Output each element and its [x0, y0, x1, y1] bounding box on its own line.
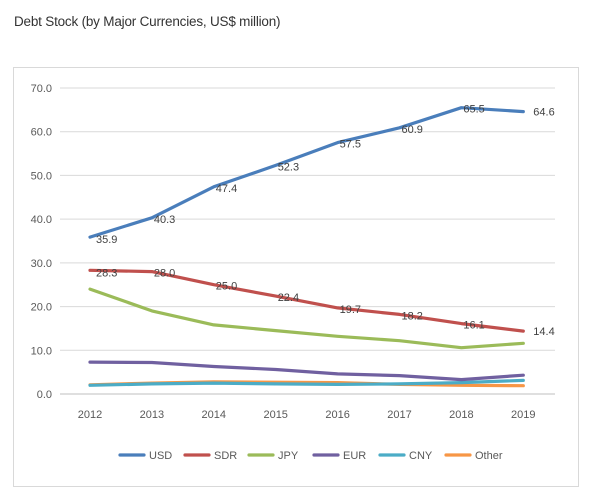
data-label-sdr-2013: 28.0: [154, 268, 175, 280]
x-tick-2012: 2012: [78, 409, 102, 421]
legend-label-other: Other: [475, 450, 503, 462]
data-label-usd-2019: 64.6: [533, 107, 554, 119]
y-tick-40-0: 40.0: [31, 214, 52, 226]
legend-label-sdr: SDR: [214, 450, 237, 462]
data-label-usd-2014: 47.4: [216, 183, 237, 195]
data-label-sdr-2014: 25.0: [216, 281, 237, 293]
x-axis-ticks: 2012 2013 2014 2015 2016 2017 2018 2019: [78, 409, 536, 421]
y-tick-60-0: 60.0: [31, 127, 52, 139]
data-label-sdr-2016: 19.7: [340, 304, 361, 316]
chart-frame: [13, 67, 579, 487]
data-label-sdr-2012: 28.3: [96, 267, 117, 279]
series-line-eur: [88, 360, 525, 382]
y-tick-30-0: 30.0: [31, 258, 52, 270]
data-label-usd-2015: 52.3: [278, 161, 299, 173]
legend-label-cny: CNY: [409, 450, 433, 462]
x-tick-2016: 2016: [325, 409, 349, 421]
data-label-sdr-2018: 16.1: [463, 320, 484, 332]
y-tick-20-0: 20.0: [31, 302, 52, 314]
data-labels: 35.9 40.3 47.4 52.3 57.5 60.9 65.5 64.6 28.3 28.0…: [96, 104, 555, 338]
legend-label-eur: EUR: [343, 450, 366, 462]
y-tick-0-0: 0.0: [37, 389, 52, 401]
data-label-usd-2018: 65.5: [463, 104, 484, 116]
chart-title: Debt Stock (by Major Currencies, US$ mil…: [14, 14, 281, 29]
data-label-sdr-2019: 14.4: [533, 326, 554, 338]
x-tick-2019: 2019: [511, 409, 535, 421]
legend: USD SDR JPY EUR CNY Other: [118, 450, 503, 462]
data-label-usd-2017: 60.9: [402, 124, 423, 136]
series-lines: [88, 106, 525, 388]
x-tick-2013: 2013: [140, 409, 164, 421]
y-tick-50-0: 50.0: [31, 170, 52, 182]
legend-label-usd: USD: [149, 450, 172, 462]
series-line-cny: [88, 378, 525, 387]
series-line-jpy: [88, 287, 525, 350]
data-label-usd-2016: 57.5: [340, 139, 361, 151]
legend-label-jpy: JPY: [278, 450, 299, 462]
y-tick-70-0: 70.0: [31, 83, 52, 95]
x-tick-2018: 2018: [449, 409, 473, 421]
data-label-sdr-2015: 22.4: [278, 292, 299, 304]
series-line-usd: [88, 106, 525, 239]
series-line-sdr: [88, 268, 525, 333]
gridlines: [60, 87, 555, 395]
x-tick-2014: 2014: [202, 409, 226, 421]
y-axis-ticks: 0.0 10.0 20.0 30.0 40.0 50.0 60.0 70.0: [31, 83, 52, 401]
x-tick-2017: 2017: [387, 409, 411, 421]
data-label-usd-2013: 40.3: [154, 214, 175, 226]
data-label-sdr-2017: 18.2: [402, 310, 423, 322]
x-tick-2015: 2015: [263, 409, 287, 421]
y-tick-10-0: 10.0: [31, 345, 52, 357]
data-label-usd-2012: 35.9: [96, 234, 117, 246]
